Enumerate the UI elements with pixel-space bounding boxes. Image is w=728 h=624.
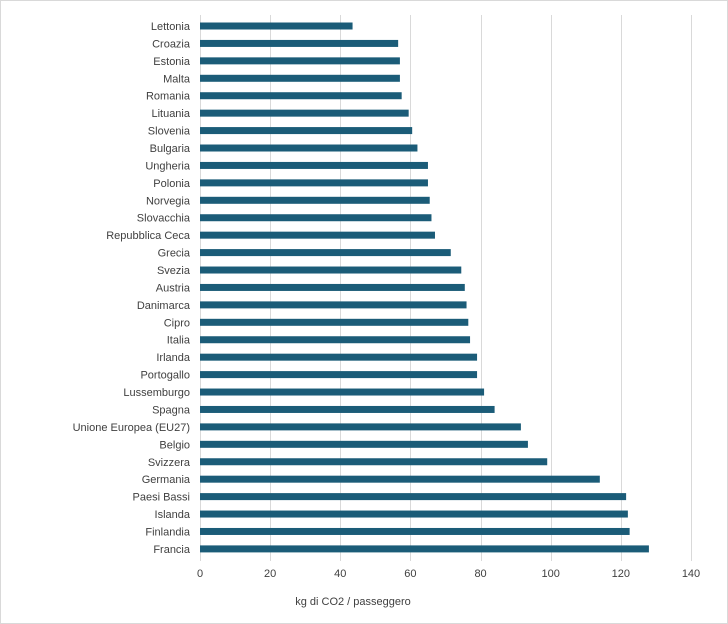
x-tick-label: 120 [612,568,630,580]
bar [200,318,469,326]
category-label: Danimarca [137,300,191,312]
bar [200,74,400,82]
bar [200,179,428,187]
category-label: Francia [153,544,191,556]
bar [200,475,600,483]
x-tick-label: 20 [264,568,276,580]
category-labels: Lettonia Croazia Estonia Malta Romania Lituan… [73,21,191,556]
category-label: Bulgaria [150,143,191,155]
bars [200,22,649,553]
category-label: Irlanda [156,352,191,364]
x-tick-label: 60 [404,568,416,580]
category-label: Cipro [164,317,190,329]
category-label: Grecia [158,248,191,260]
category-label: Polonia [153,178,191,190]
bar [200,527,630,535]
category-label: Romania [146,91,191,103]
x-tick-label: 80 [474,568,486,580]
category-label: Lussemburgo [123,387,190,399]
category-label: Ungheria [145,160,191,172]
category-label: Finlandia [145,526,191,538]
bar [200,109,409,117]
category-label: Slovenia [148,126,191,138]
category-label: Repubblica Ceca [106,230,191,242]
bar [200,458,548,466]
category-label: Lituania [151,108,190,120]
category-label: Svezia [157,265,191,277]
x-tick-label: 0 [197,568,203,580]
category-label: Italia [167,335,191,347]
bar [200,249,451,257]
bar [200,545,649,553]
category-label: Germania [142,474,191,486]
category-label: Lettonia [151,21,191,33]
bar [200,92,402,100]
category-label: Slovacchia [137,213,191,225]
category-label: Svizzera [148,457,191,469]
x-axis-ticks: 0 20 40 60 80 100 120 140 [197,568,700,580]
bar [200,231,435,239]
bar [200,336,471,344]
category-label: Malta [163,73,191,85]
bar [200,388,485,396]
x-tick-label: 100 [542,568,560,580]
category-label: Croazia [152,38,191,50]
category-label: Portogallo [140,370,190,382]
category-label: Spagna [152,404,191,416]
bar [200,283,465,291]
bar [200,214,432,222]
bar [200,440,528,448]
bar [200,266,462,274]
x-tick-label: 140 [682,568,700,580]
bar [200,423,521,431]
category-label: Islanda [155,509,191,521]
bar [200,510,628,518]
bar [200,22,353,30]
category-label: Norvegia [146,195,191,207]
bar [200,353,478,361]
bar [200,127,413,135]
x-tick-label: 40 [334,568,346,580]
category-label: Estonia [153,56,191,68]
bar [200,405,495,413]
bar [200,161,428,169]
bar [200,371,478,379]
category-label: Unione Europea (EU27) [73,422,190,434]
bar [200,144,418,152]
x-axis-title: kg di CO2 / passeggero [295,596,411,608]
bar [200,196,430,204]
category-label: Austria [156,282,191,294]
category-label: Paesi Bassi [133,492,190,504]
bar [200,57,400,65]
bar [200,301,467,309]
bar [200,493,627,501]
bar [200,39,399,47]
category-label: Belgio [159,439,190,451]
